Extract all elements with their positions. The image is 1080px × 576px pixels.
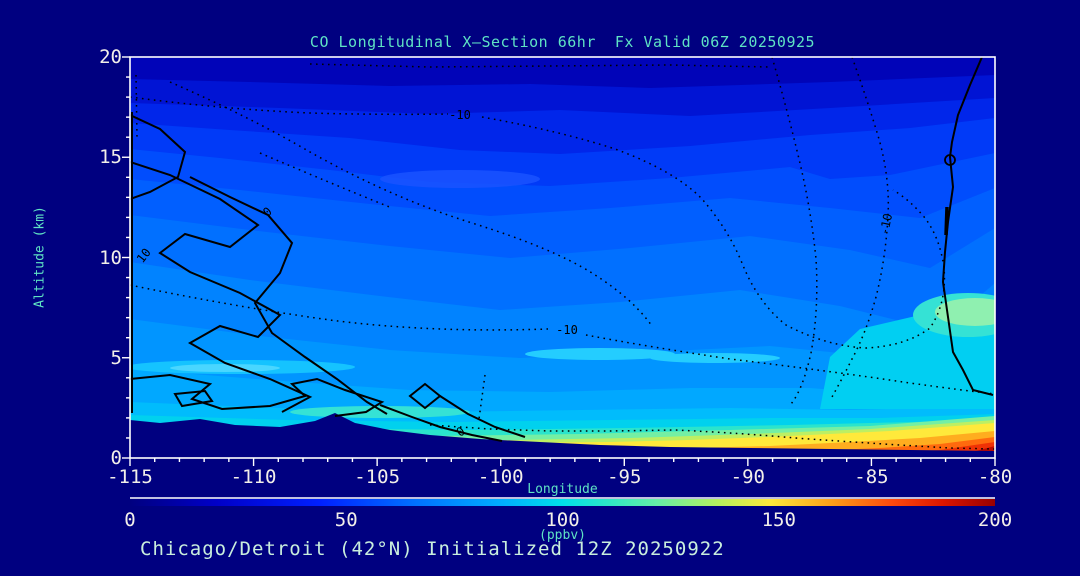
x-tick-label: -105: [354, 466, 401, 488]
contour-label-neg10: -10: [556, 323, 578, 337]
terrain-profile: [130, 413, 995, 458]
y-tick-label: 20: [99, 46, 122, 68]
y-axis-label: Altitude (km): [32, 206, 48, 308]
solid-contour-lines: [130, 57, 994, 442]
contour-labels: -10 -10 -10 0 0 10: [134, 108, 895, 440]
contour-label-neg10: -10: [449, 108, 471, 122]
colorbar-tick-label: 0: [124, 509, 136, 531]
contour-label-neg10: -10: [877, 212, 895, 236]
plot-title: CO Longitudinal X—Section 66hr Fx Valid …: [309, 33, 816, 51]
colorbar-units-label: (ppbv): [539, 528, 586, 543]
colorbar-tick-label: 200: [977, 509, 1013, 531]
init-caption: Chicago/Detroit (42°N) Initialized 12Z 2…: [140, 538, 725, 560]
colorbar-tick-label: 150: [761, 509, 796, 531]
y-tick-label: 10: [99, 246, 122, 269]
x-axis-label: Longitude: [527, 482, 598, 497]
x-tick-label: -115: [107, 466, 153, 488]
x-tick-label: -110: [230, 466, 277, 488]
x-tick-label: -100: [477, 466, 524, 488]
colorbar-tick-label: 100: [545, 509, 580, 531]
y-tick-label: 15: [99, 146, 122, 169]
filled-contour-field: -10 -10 -10 0 0 10: [130, 57, 995, 458]
x-tick-label: -80: [977, 466, 1013, 488]
colorbar-tick-label: 50: [334, 509, 358, 531]
colorbar: [130, 497, 995, 506]
x-tick-label: -85: [854, 466, 889, 488]
y-tick-label: 5: [110, 346, 122, 369]
dashed-contour-lines: [130, 57, 995, 450]
y-tick-label: 0: [110, 447, 122, 469]
colorbar-gradient: [130, 499, 995, 506]
axis-ticks: [122, 56, 996, 466]
x-tick-label: -95: [607, 466, 642, 488]
x-tick-label: -90: [730, 466, 766, 488]
